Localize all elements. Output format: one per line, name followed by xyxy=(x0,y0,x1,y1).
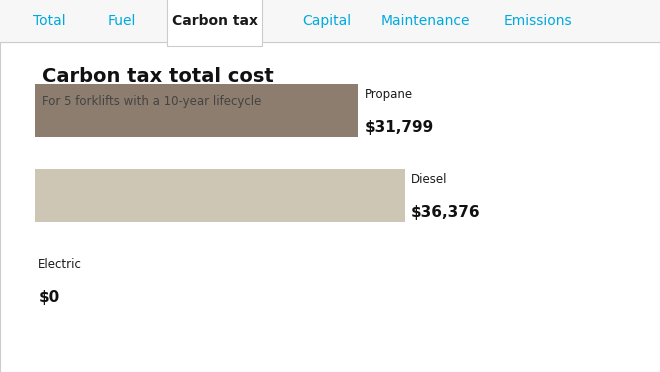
Text: Fuel: Fuel xyxy=(108,14,136,28)
Text: Electric: Electric xyxy=(38,258,82,271)
Text: Capital: Capital xyxy=(302,14,351,28)
Text: $0: $0 xyxy=(38,291,59,305)
Text: Emissions: Emissions xyxy=(504,14,572,28)
Bar xyxy=(35,84,358,137)
Text: For 5 forklifts with a 10-year lifecycle: For 5 forklifts with a 10-year lifecycle xyxy=(42,95,261,108)
Text: Propane: Propane xyxy=(364,88,412,101)
Bar xyxy=(35,169,405,222)
Text: Maintenance: Maintenance xyxy=(381,14,471,28)
Text: Carbon tax: Carbon tax xyxy=(172,14,257,28)
Text: Total: Total xyxy=(33,14,66,28)
Text: Carbon tax total cost: Carbon tax total cost xyxy=(42,67,273,86)
Text: Diesel: Diesel xyxy=(411,173,447,186)
Text: $31,799: $31,799 xyxy=(364,120,434,135)
Text: $36,376: $36,376 xyxy=(411,205,480,220)
